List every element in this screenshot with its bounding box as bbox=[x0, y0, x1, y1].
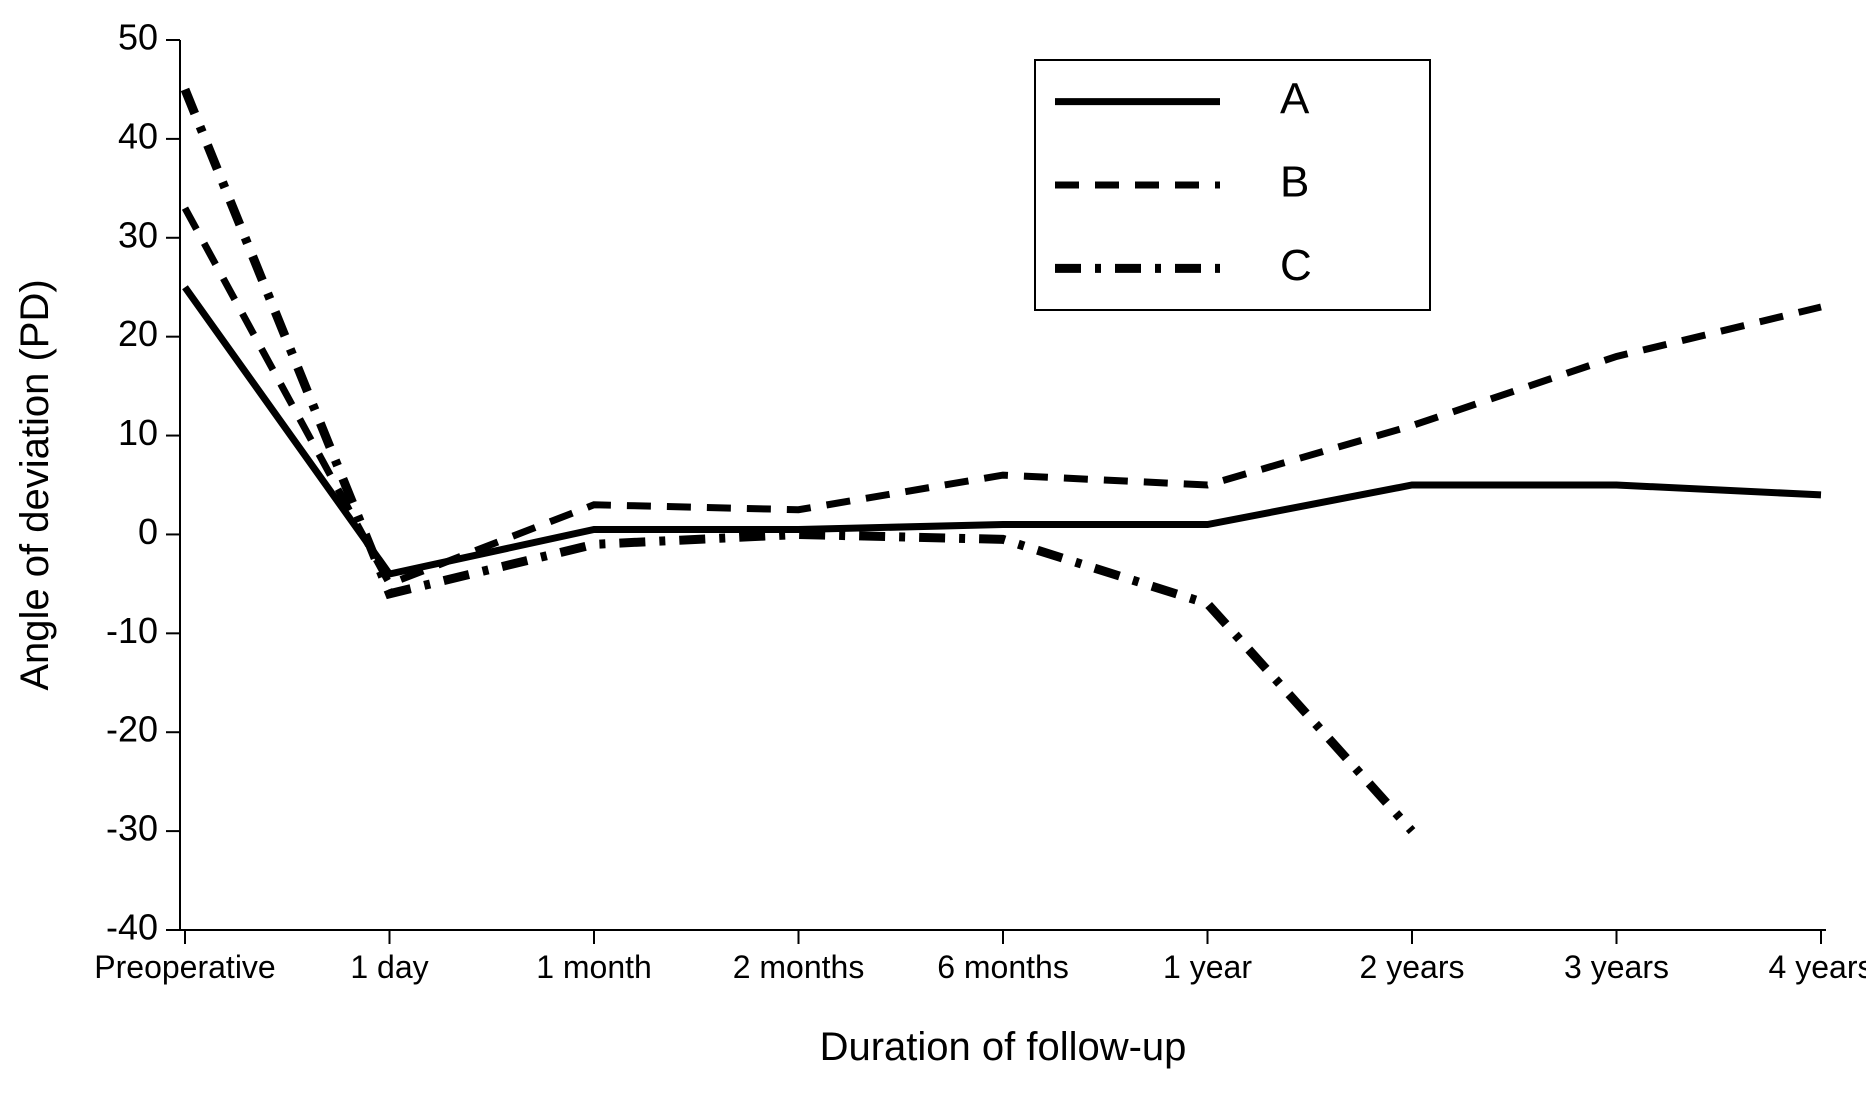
legend-label-B: B bbox=[1280, 158, 1309, 207]
y-tick-label: -40 bbox=[106, 907, 158, 948]
legend-box bbox=[1035, 60, 1430, 310]
series-A bbox=[185, 287, 1821, 574]
x-tick-label: 2 months bbox=[733, 949, 865, 985]
y-axis-title: Angle of deviation (PD) bbox=[13, 279, 57, 690]
y-tick-label: 20 bbox=[118, 313, 158, 354]
x-tick-label: 1 year bbox=[1163, 949, 1252, 985]
x-tick-label: 3 years bbox=[1564, 949, 1669, 985]
y-tick-label: 10 bbox=[118, 412, 158, 453]
x-tick-label: 1 month bbox=[536, 949, 652, 985]
x-tick-label: 6 months bbox=[937, 949, 1069, 985]
legend-label-A: A bbox=[1280, 74, 1310, 123]
x-tick-label: Preoperative bbox=[94, 949, 275, 985]
y-tick-label: 30 bbox=[118, 214, 158, 255]
chart-svg: -40 -30 -20 -10 0 10 20 30 40 50 Preoperative 1 day… bbox=[0, 0, 1866, 1107]
y-tick-label: -20 bbox=[106, 709, 158, 750]
legend-label-C: C bbox=[1280, 241, 1312, 290]
y-tick-label: -30 bbox=[106, 808, 158, 849]
line-chart: -40 -30 -20 -10 0 10 20 30 40 50 Preoperative 1 day… bbox=[0, 0, 1866, 1107]
x-tick-label: 4 years bbox=[1769, 949, 1866, 985]
x-axis-title: Duration of follow-up bbox=[820, 1025, 1187, 1069]
y-tick-label: 50 bbox=[118, 17, 158, 58]
x-tick-label: 1 day bbox=[350, 949, 428, 985]
y-tick-label: 0 bbox=[138, 511, 158, 552]
x-tick-label: 2 years bbox=[1360, 949, 1465, 985]
y-tick-label: 40 bbox=[118, 115, 158, 156]
y-tick-label: -10 bbox=[106, 610, 158, 651]
